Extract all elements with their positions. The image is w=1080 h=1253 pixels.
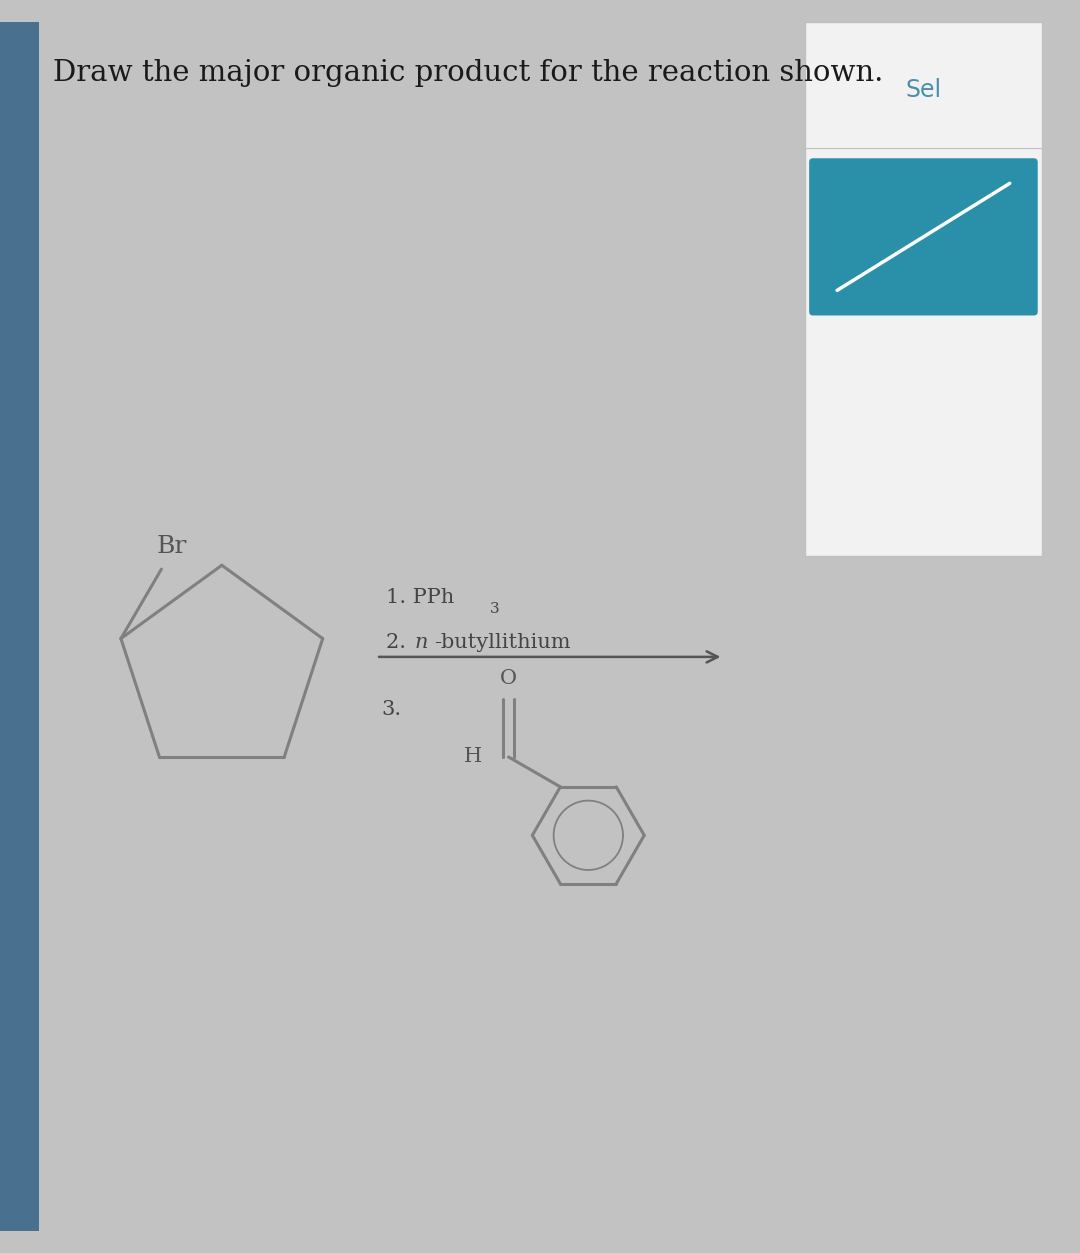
- Text: 3: 3: [490, 603, 500, 616]
- Bar: [0, 23, 39, 1230]
- Text: Br: Br: [157, 535, 187, 558]
- Text: -butyllithium: -butyllithium: [434, 633, 570, 652]
- Text: Draw the major organic product for the reaction shown.: Draw the major organic product for the r…: [53, 59, 883, 86]
- Text: 3.: 3.: [381, 700, 401, 719]
- Text: n: n: [415, 633, 428, 652]
- Text: H: H: [463, 748, 482, 767]
- FancyBboxPatch shape: [809, 158, 1038, 316]
- Text: O: O: [500, 669, 517, 688]
- Text: 1. PPh: 1. PPh: [386, 588, 454, 606]
- Text: Sel: Sel: [905, 78, 942, 101]
- FancyBboxPatch shape: [806, 23, 1041, 555]
- Text: 2.: 2.: [386, 633, 413, 652]
